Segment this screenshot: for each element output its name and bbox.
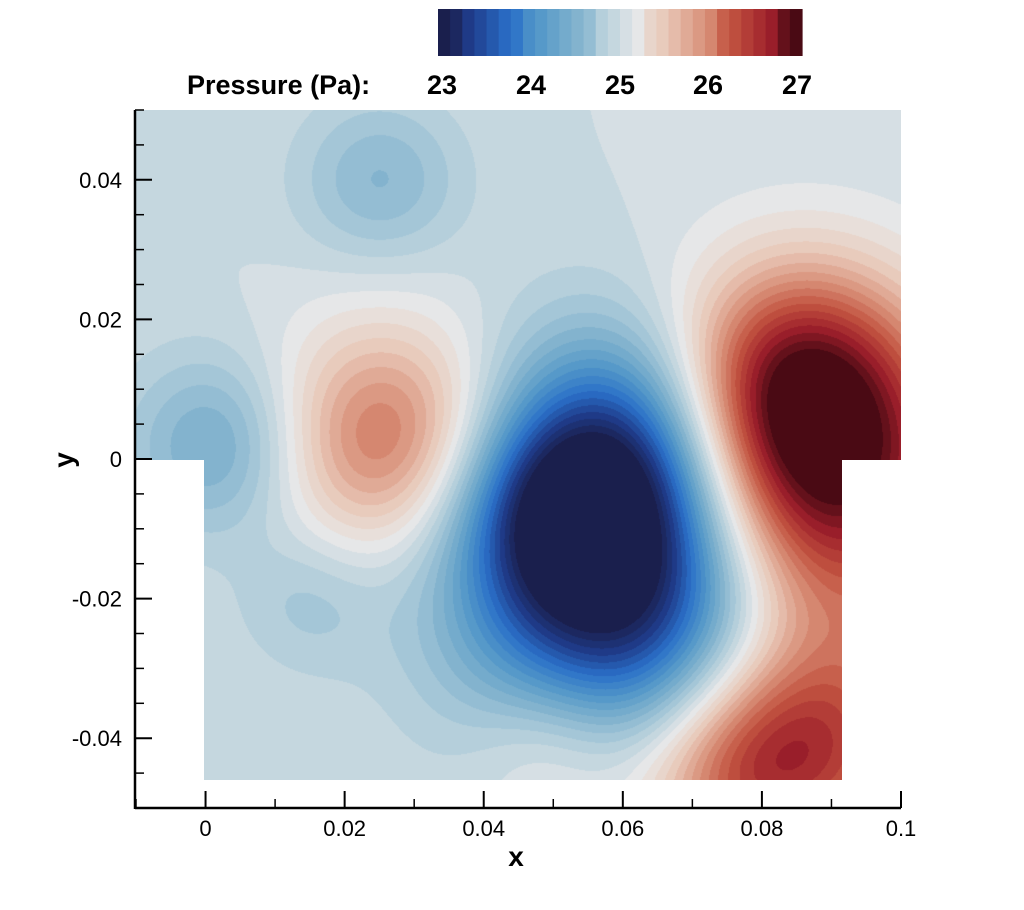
y-tick-label--0.04: -0.04 xyxy=(72,726,122,751)
colorbar-segment xyxy=(462,9,475,56)
colorbar-segment xyxy=(595,9,609,56)
colorbar: Pressure (Pa): 23 24 25 26 27 xyxy=(187,9,812,100)
colorbar-segment xyxy=(789,9,803,56)
colorbar-segment xyxy=(547,9,560,56)
colorbar-segment xyxy=(498,9,512,56)
colorbar-tick-23: 23 xyxy=(427,70,457,100)
x-tick-label-0.04: 0.04 xyxy=(462,816,505,841)
colorbar-segments xyxy=(438,9,803,56)
colorbar-segment xyxy=(583,9,597,56)
colorbar-label: Pressure (Pa): xyxy=(187,70,370,100)
colorbar-tick-27: 27 xyxy=(782,70,812,100)
y-ticks xyxy=(135,109,152,774)
colorbar-segment xyxy=(765,9,779,56)
x-tick-label-0.02: 0.02 xyxy=(323,816,366,841)
colorbar-segment xyxy=(559,9,573,56)
colorbar-tick-24: 24 xyxy=(516,70,546,100)
axes: 0 0.02 0.04 0.06 0.08 0.1 0.04 0.02 0 -0… xyxy=(48,109,917,872)
colorbar-segment xyxy=(704,9,718,56)
colorbar-segment xyxy=(571,9,585,56)
colorbar-segment xyxy=(620,9,633,56)
x-ticks xyxy=(135,791,902,808)
colorbar-segment xyxy=(607,9,621,56)
colorbar-segment xyxy=(486,9,500,56)
y-tick-label-0.04: 0.04 xyxy=(79,168,122,193)
colorbar-segment xyxy=(680,9,694,56)
x-tick-label-0.08: 0.08 xyxy=(740,816,783,841)
y-tick-label--0.02: -0.02 xyxy=(72,587,122,612)
colorbar-segment xyxy=(450,9,463,56)
colorbar-segment xyxy=(741,9,755,56)
colorbar-segment xyxy=(522,9,536,56)
pressure-field xyxy=(136,110,901,780)
colorbar-segment xyxy=(729,9,742,56)
x-tick-label-0.06: 0.06 xyxy=(601,816,644,841)
x-tick-label-0.1: 0.1 xyxy=(886,816,917,841)
x-axis-title: x xyxy=(508,841,524,872)
colorbar-segment xyxy=(692,9,706,56)
colorbar-segment xyxy=(474,9,488,56)
colorbar-segment xyxy=(632,9,645,56)
pressure-field-image xyxy=(136,110,901,780)
y-tick-label-0.02: 0.02 xyxy=(79,307,122,332)
colorbar-tick-25: 25 xyxy=(605,70,635,100)
colorbar-segment xyxy=(644,9,657,56)
y-tick-label-0: 0 xyxy=(110,447,122,472)
x-tick-label-0: 0 xyxy=(199,816,211,841)
colorbar-segment xyxy=(535,9,548,56)
y-axis-title: y xyxy=(48,452,79,468)
colorbar-segment xyxy=(668,9,682,56)
colorbar-segment xyxy=(656,9,670,56)
colorbar-tick-26: 26 xyxy=(693,70,723,100)
colorbar-segment xyxy=(777,9,791,56)
colorbar-segment xyxy=(717,9,730,56)
colorbar-segment xyxy=(438,9,451,56)
colorbar-segment xyxy=(510,9,524,56)
colorbar-segment xyxy=(753,9,767,56)
